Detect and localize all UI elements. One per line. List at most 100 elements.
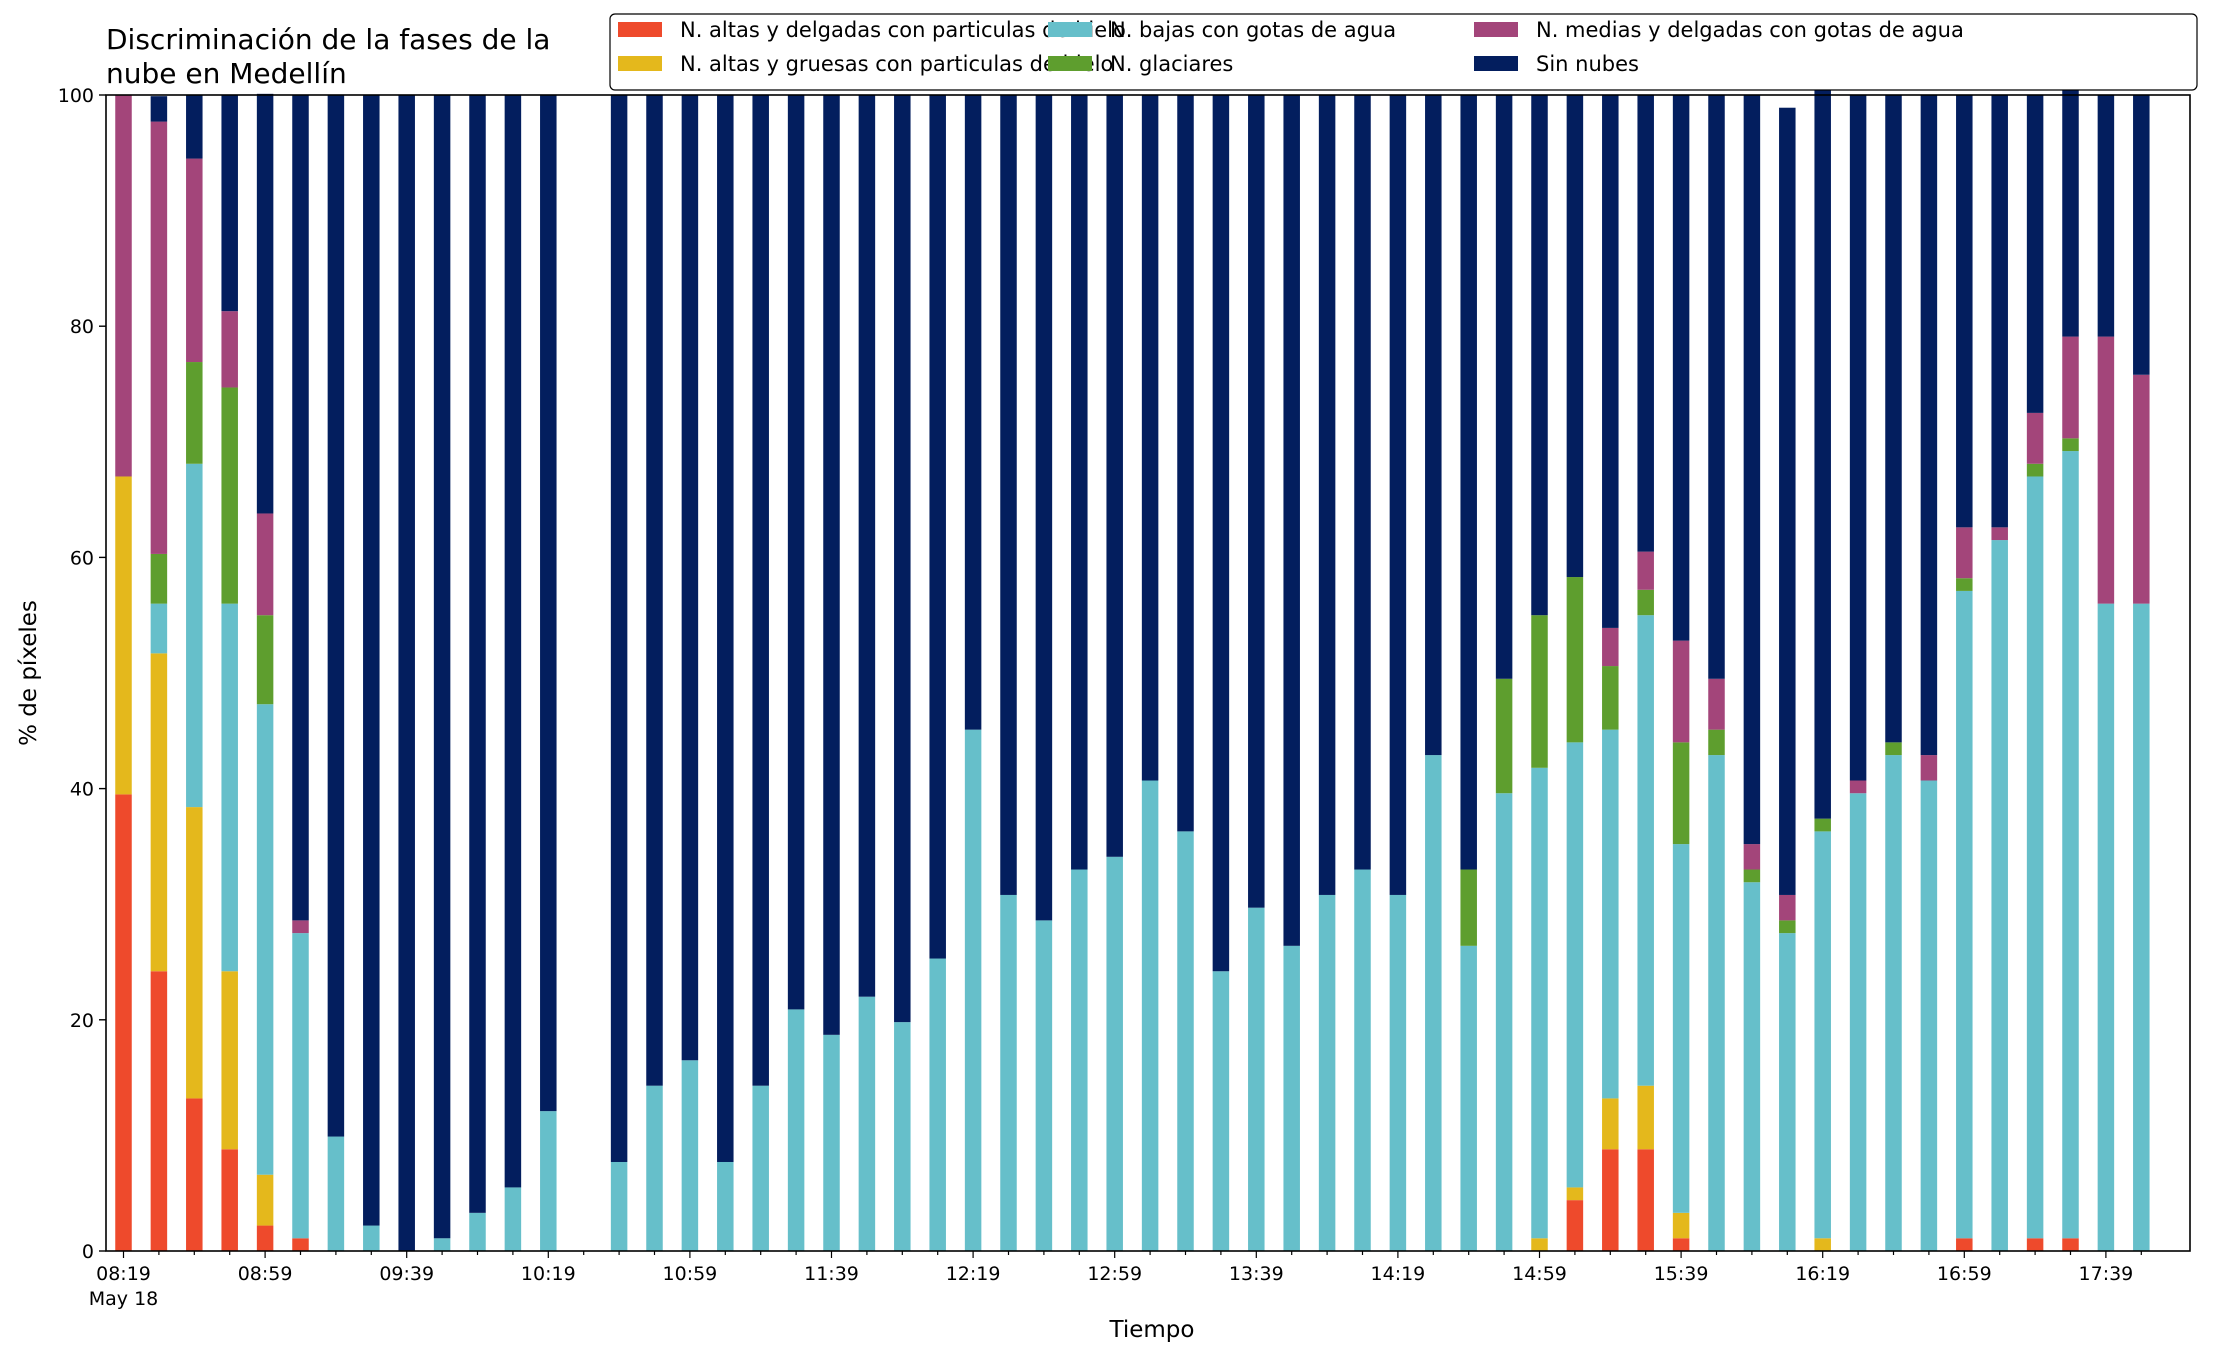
bar-17:29-series-5 xyxy=(2062,82,2079,337)
x-tick-label: 12:19 xyxy=(946,1263,1001,1285)
bar-15:29-series-4 xyxy=(1637,551,1654,590)
legend-label-2: N. bajas con gotas de agua xyxy=(1110,18,1396,42)
bar-14:09-series-5 xyxy=(1354,95,1371,870)
bar-11:19-series-2 xyxy=(752,1085,769,1251)
bar-15:09-series-0 xyxy=(1566,1200,1584,1251)
bar-13:09-series-2 xyxy=(1141,780,1159,1251)
bar-17:49-series-2 xyxy=(2133,603,2150,1251)
bar-14:39-series-5 xyxy=(1460,95,1477,870)
bar-09:49-series-5 xyxy=(433,95,451,1239)
bar-08:59-series-0 xyxy=(256,1225,274,1251)
bar-16:09-series-3 xyxy=(1779,920,1796,934)
bar-09:19-series-2 xyxy=(327,1136,345,1251)
bar-14:49-series-2 xyxy=(1495,793,1513,1251)
bar-08:29-series-5 xyxy=(150,96,168,122)
bar-17:19-series-4 xyxy=(2026,412,2044,464)
bar-15:19-series-5 xyxy=(1602,95,1619,628)
chart-title-line-2: nube en Medellín xyxy=(106,57,347,90)
bar-08:29-series-0 xyxy=(150,971,168,1251)
x-tick-label: 17:39 xyxy=(2079,1263,2134,1285)
bar-12:49-series-2 xyxy=(1071,869,1088,1251)
bar-15:19-series-2 xyxy=(1602,729,1619,1099)
bar-17:49-series-4 xyxy=(2133,374,2150,604)
bar-17:09-series-2 xyxy=(1991,540,2008,1251)
bar-13:59-series-5 xyxy=(1318,95,1336,895)
bar-08:39-series-0 xyxy=(186,1098,203,1251)
bar-13:59-series-2 xyxy=(1318,894,1336,1251)
bar-13:39-series-5 xyxy=(1248,95,1265,908)
bar-08:59-series-1 xyxy=(256,1174,274,1226)
bar-12:29-series-2 xyxy=(1000,894,1017,1251)
x-tick-label: 08:19 xyxy=(96,1263,151,1285)
x-tick-label: 14:19 xyxy=(1371,1263,1426,1285)
bar-17:49-series-5 xyxy=(2133,95,2150,375)
bar-13:19-series-5 xyxy=(1177,95,1194,832)
bar-13:49-series-5 xyxy=(1283,95,1300,946)
plot-frame xyxy=(105,94,2191,1252)
bar-10:39-series-5 xyxy=(610,95,628,1162)
x-tick-label: 10:59 xyxy=(663,1263,718,1285)
bar-17:09-series-5 xyxy=(1991,95,2008,528)
bar-08:19-series-1 xyxy=(115,476,132,795)
y-tick-label: 100 xyxy=(58,85,94,107)
bar-14:59-series-2 xyxy=(1531,767,1548,1239)
bar-12:09-series-2 xyxy=(929,958,946,1251)
bar-12:29-series-5 xyxy=(1000,95,1017,895)
x-tick-label: 13:39 xyxy=(1229,1263,1284,1285)
x-tick-label: 16:19 xyxy=(1795,1263,1850,1285)
bar-08:49-series-3 xyxy=(221,387,238,604)
bar-08:59-series-4 xyxy=(256,513,274,616)
bar-09:39-series-5 xyxy=(398,95,415,1251)
bar-17:19-series-0 xyxy=(2026,1238,2044,1251)
bar-15:39-series-5 xyxy=(1672,95,1690,641)
bar-15:39-series-1 xyxy=(1672,1212,1690,1239)
bar-16:59-series-0 xyxy=(1956,1238,1973,1251)
bar-08:39-series-2 xyxy=(186,463,203,808)
bar-09:29-series-5 xyxy=(363,95,380,1226)
bar-13:39-series-2 xyxy=(1248,907,1265,1251)
bar-16:59-series-4 xyxy=(1956,527,1973,579)
x-tick-label: 09:39 xyxy=(379,1263,434,1285)
legend-swatch-0 xyxy=(618,22,662,37)
bar-11:29-series-5 xyxy=(787,95,805,1010)
bar-08:39-series-4 xyxy=(186,158,203,363)
bar-15:09-series-2 xyxy=(1566,742,1584,1188)
bar-15:29-series-2 xyxy=(1637,615,1654,1086)
bar-09:09-series-4 xyxy=(292,920,309,934)
bar-15:49-series-3 xyxy=(1708,729,1725,756)
bar-09:09-series-2 xyxy=(292,933,309,1239)
bar-16:39-series-2 xyxy=(1885,755,1902,1251)
y-axis: 0 20 40 60 80 100 xyxy=(58,85,106,1263)
bar-15:29-series-0 xyxy=(1637,1149,1654,1251)
bar-17:09-series-4 xyxy=(1991,527,2008,541)
legend-swatch-5 xyxy=(1474,56,1518,71)
bar-12:49-series-5 xyxy=(1071,95,1088,870)
x-tick-label: 11:39 xyxy=(804,1263,859,1285)
x-tick-label: 14:59 xyxy=(1512,1263,1567,1285)
bar-11:49-series-5 xyxy=(858,95,876,997)
x-axis: 08:19 May 18 08:59 09:39 10:19 10:59 11:39 12:1… xyxy=(89,1251,2142,1310)
bar-16:19-series-2 xyxy=(1814,831,1831,1239)
bar-08:29-series-2 xyxy=(150,603,168,654)
y-tick-label: 20 xyxy=(70,1010,94,1032)
bar-15:29-series-5 xyxy=(1637,95,1654,552)
x-axis-label: Tiempo xyxy=(1109,1317,1195,1343)
bar-09:59-series-2 xyxy=(469,1212,486,1251)
legend-label-4: N. medias y delgadas con gotas de agua xyxy=(1536,18,1964,42)
bar-08:29-series-1 xyxy=(150,653,168,972)
bar-10:49-series-2 xyxy=(646,1085,663,1251)
bar-14:29-series-5 xyxy=(1425,95,1442,756)
legend-swatch-1 xyxy=(618,56,662,71)
bar-17:19-series-2 xyxy=(2026,476,2044,1239)
bar-08:59-series-2 xyxy=(256,704,274,1175)
bar-09:09-series-0 xyxy=(292,1238,309,1251)
bar-15:09-series-3 xyxy=(1566,577,1584,743)
bar-15:59-series-4 xyxy=(1743,844,1761,870)
bar-11:39-series-5 xyxy=(823,95,840,1035)
bar-14:59-series-3 xyxy=(1531,615,1548,768)
y-tick-label: 0 xyxy=(82,1241,94,1263)
x-tick-label: 12:59 xyxy=(1087,1263,1142,1285)
bar-14:59-series-1 xyxy=(1531,1238,1548,1251)
bar-13:19-series-2 xyxy=(1177,831,1194,1251)
bar-10:39-series-2 xyxy=(610,1161,628,1251)
